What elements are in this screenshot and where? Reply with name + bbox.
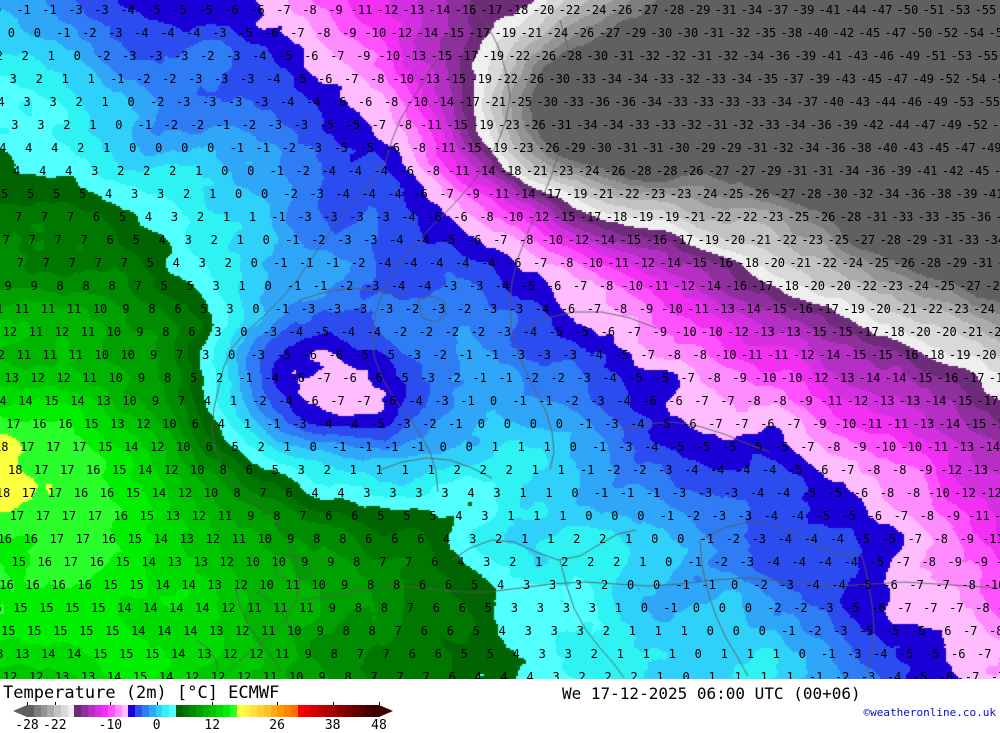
- colorbar-swatch: [108, 705, 115, 717]
- colorbar-swatch: [81, 705, 88, 717]
- colorbar-tick-mark: [27, 702, 28, 705]
- colorbar-swatch: [40, 705, 48, 717]
- colorbar-swatch: [229, 705, 237, 717]
- colorbar-swatch: [351, 705, 359, 717]
- colorbar-swatch: [121, 705, 129, 717]
- colorbar-swatch: [372, 705, 379, 717]
- colorbar-swatch: [182, 705, 190, 717]
- colorbar-swatch: [223, 705, 230, 717]
- colorbar-swatch: [324, 705, 332, 717]
- colorbar-swatch: [331, 705, 339, 717]
- colorbar-swatch: [169, 705, 176, 717]
- colorbar-swatch: [142, 705, 149, 717]
- colorbar-swatch: [236, 705, 244, 717]
- colorbar-swatch: [270, 705, 278, 717]
- colorbar-tick-label: 48: [371, 718, 387, 733]
- colorbar-swatch: [304, 705, 312, 717]
- colorbar-swatch: [94, 705, 102, 717]
- colorbar-swatch: [60, 705, 68, 717]
- colorbar-swatch: [135, 705, 143, 717]
- valid-time-label: We 17-12-2025 06:00 UTC (00+06): [562, 684, 861, 703]
- colorbar-swatch: [128, 705, 136, 717]
- colorbar-swatch: [277, 705, 285, 717]
- colorbar-tick-label: 26: [269, 718, 285, 733]
- colorbar-tick-label: 0: [152, 718, 161, 733]
- colorbar-swatch: [358, 705, 366, 717]
- colorbar-tick-marks: [0, 702, 470, 706]
- colorbar-swatch: [263, 705, 271, 717]
- colorbar-tick-mark: [379, 702, 380, 705]
- map-footer: Temperature (2m) [°C] ECMWF We 17-12-202…: [0, 679, 1000, 733]
- colorbar-tick-label: 12: [204, 718, 221, 733]
- colorbar-swatch: [290, 705, 298, 717]
- colorbar-swatch: [209, 705, 217, 717]
- colorbar-swatch: [27, 705, 34, 717]
- colorbar-swatch: [196, 705, 203, 717]
- temperature-map[interactable]: 0-1-1-3-3-4-5-5-5-6-6-7-8-9-11-12-13-14-…: [0, 0, 1000, 679]
- colorbar-swatch: [33, 705, 41, 717]
- colorbar-swatch: [87, 705, 95, 717]
- colorbar-swatch: [202, 705, 210, 717]
- colorbar-swatch: [243, 705, 251, 717]
- colorbar-tick-mark: [54, 702, 56, 705]
- colorbar-swatch: [297, 705, 305, 717]
- colorbar-swatch: [317, 705, 325, 717]
- colorbar-swatch: [189, 705, 197, 717]
- colorbar-swatch: [162, 705, 170, 717]
- colorbar-swatch: [155, 705, 163, 717]
- colorbar-tick-mark: [156, 702, 158, 705]
- colorbar-swatch: [257, 705, 264, 717]
- colorbar-tick-label: -10: [98, 718, 123, 733]
- colorbar-tick-mark: [277, 702, 279, 705]
- colorbar-swatch: [67, 705, 75, 717]
- colorbar-swatch: [114, 705, 122, 717]
- colorbar-swatch: [47, 705, 55, 717]
- colorbar-swatch: [54, 705, 61, 717]
- colorbar-swatch: [284, 705, 291, 717]
- colorbar-right-cap-icon: [379, 705, 393, 717]
- legend-title: Temperature (2m) [°C] ECMWF: [3, 683, 280, 703]
- colorbar-tick-mark: [332, 702, 334, 705]
- colorbar-swatch: [250, 705, 258, 717]
- colorbar-swatch: [101, 705, 109, 717]
- colorbar-tick-label: -22: [43, 718, 67, 733]
- colorbar-tick-mark: [212, 702, 214, 705]
- colorbar-swatch: [175, 705, 183, 717]
- temperature-field-canvas: [0, 0, 1000, 679]
- colorbar-swatch: [344, 705, 352, 717]
- colorbar-swatch: [216, 705, 224, 717]
- colorbar-tick-label: -28: [15, 718, 39, 733]
- colorbar-left-cap-icon: [13, 705, 27, 717]
- colorbar-tick-label: 38: [324, 718, 341, 733]
- colorbar-swatch: [148, 705, 156, 717]
- temperature-colorbar[interactable]: -28 -22 -10 0 12 26 38 48: [0, 702, 470, 733]
- colorbar-swatch: [338, 705, 345, 717]
- copyright-label: ©weatheronline.co.uk: [863, 706, 996, 719]
- colorbar-tick-labels: -28 -22 -10 0 12 26 38 48: [0, 718, 470, 733]
- colorbar-swatch: [311, 705, 318, 717]
- colorbar-tick-mark: [110, 702, 112, 705]
- colorbar-swatch: [365, 705, 373, 717]
- colorbar-swatches: [27, 705, 379, 717]
- colorbar-swatch: [74, 705, 82, 717]
